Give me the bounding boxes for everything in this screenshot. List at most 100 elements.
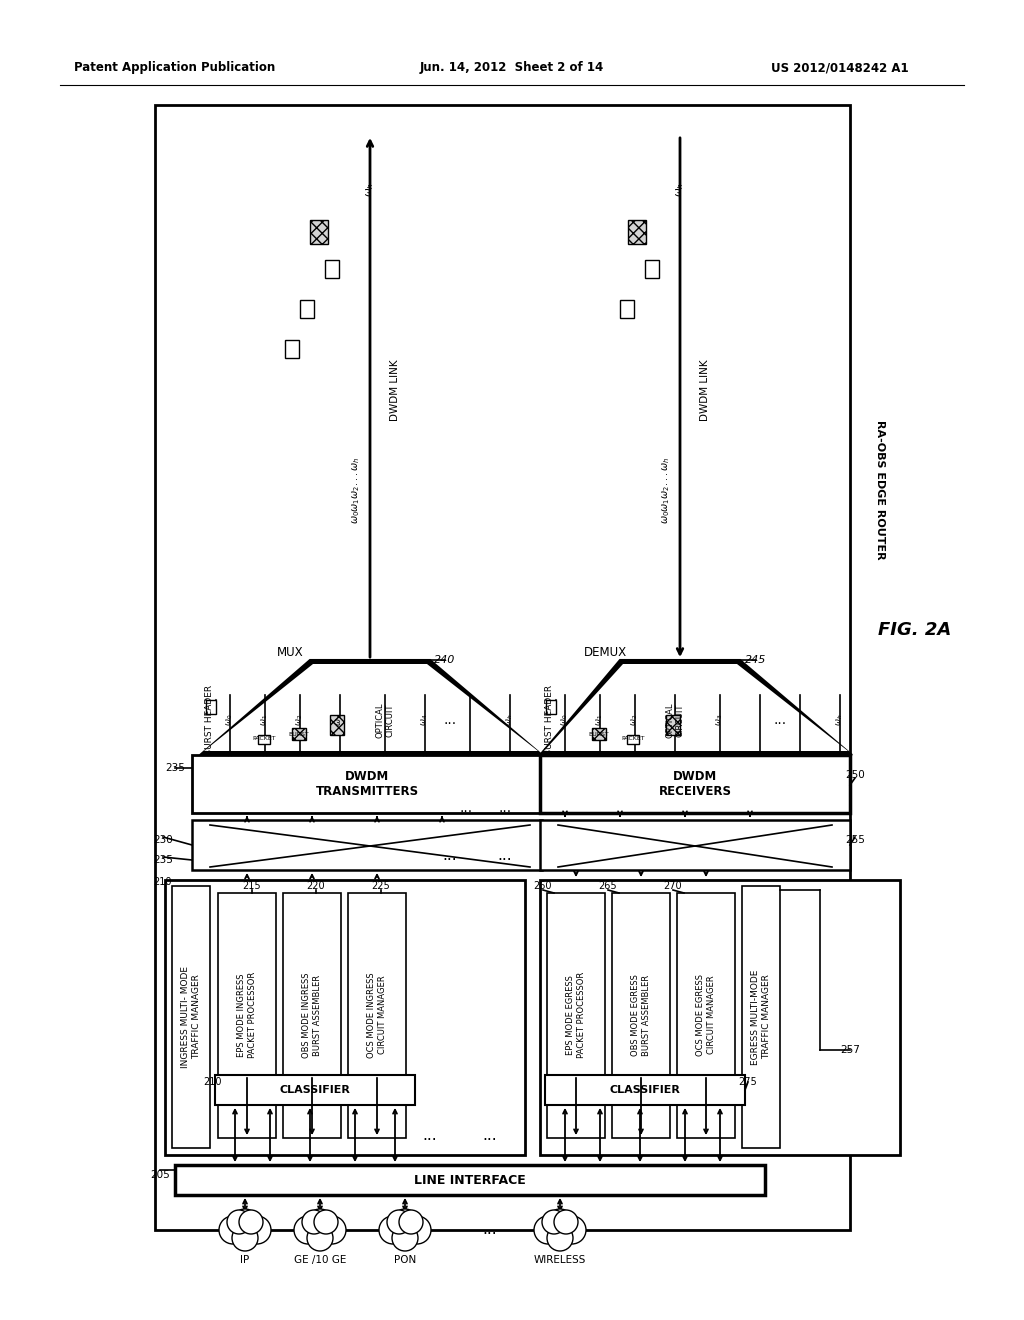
Text: $\omega_h$: $\omega_h$ [365, 182, 376, 198]
Circle shape [302, 1210, 326, 1234]
Bar [666, 715, 680, 735]
Circle shape [232, 1225, 258, 1251]
Bar [330, 715, 344, 735]
Polygon shape [204, 664, 538, 751]
Text: CLASSIFIER: CLASSIFIER [280, 1085, 350, 1096]
Text: 220: 220 [306, 880, 326, 891]
Circle shape [294, 1216, 322, 1243]
Text: PACKET: PACKET [252, 737, 275, 742]
Bar [285, 341, 299, 358]
Circle shape [399, 1210, 423, 1234]
Text: $\omega_0\omega_1\omega_2...\omega_h$: $\omega_0\omega_1\omega_2...\omega_h$ [660, 457, 672, 524]
Text: $\omega_3$: $\omega_3$ [715, 714, 725, 726]
Text: 225: 225 [372, 880, 390, 891]
Circle shape [387, 1210, 411, 1234]
Bar [620, 300, 634, 318]
Text: OCS MODE EGRESS
CIRCUIT MANAGER: OCS MODE EGRESS CIRCUIT MANAGER [696, 974, 716, 1056]
Text: 210: 210 [154, 876, 172, 887]
Text: 210: 210 [204, 1077, 222, 1086]
Bar [218, 894, 276, 1138]
Circle shape [239, 1210, 263, 1234]
Bar [172, 886, 210, 1148]
Text: US 2012/0148242 A1: US 2012/0148242 A1 [771, 62, 909, 74]
Polygon shape [200, 660, 542, 755]
Text: LINE INTERFACE: LINE INTERFACE [414, 1173, 526, 1187]
Bar [547, 894, 605, 1138]
Circle shape [318, 1216, 346, 1243]
Text: 235: 235 [153, 855, 173, 865]
Text: ...: ... [482, 1222, 498, 1238]
Text: EGRESS MULTI-MODE
TRAFFIC MANAGER: EGRESS MULTI-MODE TRAFFIC MANAGER [752, 969, 771, 1065]
Text: Jun. 14, 2012  Sheet 2 of 14: Jun. 14, 2012 Sheet 2 of 14 [420, 62, 604, 74]
Text: BURST HEADER: BURST HEADER [546, 685, 555, 755]
Text: DEMUX: DEMUX [584, 645, 627, 659]
Bar [292, 729, 306, 741]
Text: ...: ... [482, 1127, 498, 1143]
Bar [540, 880, 900, 1155]
Circle shape [379, 1216, 407, 1243]
Text: Patent Application Publication: Patent Application Publication [75, 62, 275, 74]
Text: IP: IP [241, 1255, 250, 1265]
Text: 250: 250 [845, 770, 865, 780]
Bar [545, 1074, 745, 1105]
Text: $\omega_0$: $\omega_0$ [224, 714, 236, 726]
Text: 205: 205 [151, 1170, 170, 1180]
Text: $\omega_3$: $\omega_3$ [335, 714, 345, 726]
Text: BURST: BURST [589, 731, 609, 737]
Text: $\omega_h$: $\omega_h$ [674, 182, 686, 198]
Bar [540, 755, 850, 813]
Circle shape [554, 1210, 578, 1234]
Text: GE /10 GE: GE /10 GE [294, 1255, 346, 1265]
Text: 235: 235 [165, 763, 185, 774]
Bar [310, 220, 328, 244]
Bar [206, 700, 216, 714]
Text: OBS MODE EGRESS
BURST ASSEMBLER: OBS MODE EGRESS BURST ASSEMBLER [632, 974, 650, 1056]
Circle shape [314, 1210, 338, 1234]
Text: BURST HEADER: BURST HEADER [206, 685, 214, 755]
Text: ...: ... [499, 801, 512, 814]
Text: 245: 245 [745, 655, 767, 665]
Bar [215, 1074, 415, 1105]
Text: 215: 215 [243, 880, 261, 891]
Text: EPS MODE EGRESS
PACKET PROCESSOR: EPS MODE EGRESS PACKET PROCESSOR [566, 972, 586, 1059]
Text: 275: 275 [738, 1077, 758, 1086]
Circle shape [534, 1216, 562, 1243]
Text: MUX: MUX [276, 645, 303, 659]
Text: PACKET: PACKET [622, 737, 645, 742]
Bar [300, 300, 314, 318]
Bar [283, 894, 341, 1138]
Circle shape [219, 1216, 247, 1243]
Polygon shape [540, 660, 852, 755]
Circle shape [227, 1210, 251, 1234]
Bar [612, 894, 670, 1138]
Text: $\omega_1$: $\omega_1$ [260, 714, 270, 726]
Text: ...: ... [423, 1127, 437, 1143]
Text: $\omega_0$: $\omega_0$ [560, 714, 570, 726]
Bar [677, 894, 735, 1138]
Text: 230: 230 [154, 836, 173, 845]
Text: OCS MODE INGRESS
CIRCUIT MANAGER: OCS MODE INGRESS CIRCUIT MANAGER [368, 973, 387, 1057]
Text: $\omega_2$: $\omega_2$ [630, 714, 640, 726]
Text: 255: 255 [845, 836, 865, 845]
Bar [627, 735, 639, 744]
Text: OBS MODE INGRESS
BURST ASSEMBLER: OBS MODE INGRESS BURST ASSEMBLER [302, 973, 322, 1057]
Text: ...: ... [460, 801, 472, 814]
Circle shape [547, 1209, 573, 1236]
Bar [546, 700, 556, 714]
Text: $\omega_1$: $\omega_1$ [595, 714, 605, 726]
Text: ...: ... [773, 713, 786, 727]
Bar [742, 886, 780, 1148]
Text: DWDM LINK: DWDM LINK [700, 359, 710, 421]
Bar [193, 820, 542, 870]
Circle shape [392, 1225, 418, 1251]
Text: $\omega_h$: $\omega_h$ [505, 714, 515, 726]
Text: FIG. 2A: FIG. 2A [879, 620, 951, 639]
Bar [628, 220, 646, 244]
Text: INGRESS MULTI- MODE
TRAFFIC MANAGER: INGRESS MULTI- MODE TRAFFIC MANAGER [181, 966, 201, 1068]
Text: DWDM
TRANSMITTERS: DWDM TRANSMITTERS [315, 770, 419, 799]
Bar [325, 260, 339, 279]
Bar [193, 755, 542, 813]
Polygon shape [544, 664, 848, 751]
Circle shape [232, 1209, 258, 1236]
Bar [175, 1166, 765, 1195]
